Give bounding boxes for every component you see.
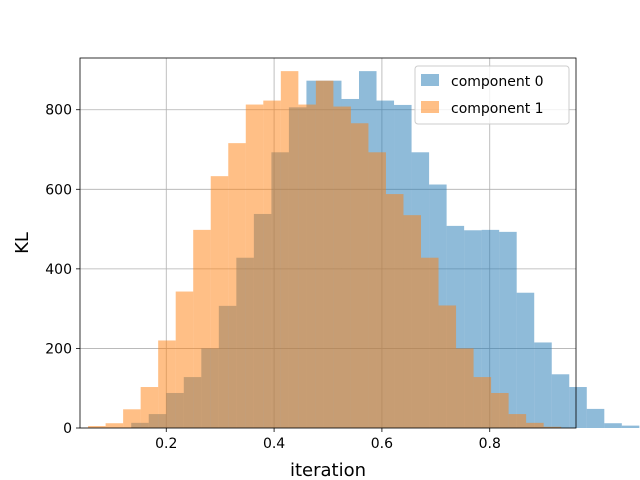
legend: component 0 component 1 xyxy=(414,65,570,125)
x-tick-label: 0.6 xyxy=(371,436,393,452)
legend-label-component-1: component 1 xyxy=(451,101,544,117)
histogram-bar-component-1 xyxy=(385,194,404,428)
histogram-bar-component-1 xyxy=(473,377,492,428)
histogram-bar-component-1 xyxy=(175,291,194,428)
legend-label-component-0: component 0 xyxy=(451,74,544,90)
legend-box xyxy=(414,65,570,125)
histogram-bar-component-0 xyxy=(516,292,535,428)
histogram-bar-component-1 xyxy=(543,426,562,428)
histogram-bar-component-1 xyxy=(438,305,457,428)
histogram-bar-component-1 xyxy=(526,422,544,428)
histogram-bar-component-1 xyxy=(350,123,369,428)
histogram-bar-component-1 xyxy=(245,104,264,428)
histogram-bar-component-1 xyxy=(123,409,141,428)
legend-swatch-component-1 xyxy=(421,101,439,113)
x-tick-label: 0.8 xyxy=(479,436,501,452)
legend-swatch-component-0 xyxy=(421,74,439,86)
histogram-bar-component-1 xyxy=(315,80,334,428)
axis-ticks: 0.2 0.4 0.6 0.8 0 200 400 600 800 xyxy=(45,103,501,452)
histogram-bar-component-1 xyxy=(158,340,176,428)
histogram-bar-component-1 xyxy=(193,229,211,428)
histogram-bar-component-1 xyxy=(491,392,509,428)
y-tick-label: 0 xyxy=(63,421,72,437)
y-axis-label: KL xyxy=(12,232,33,254)
histogram-bar-component-0 xyxy=(534,342,552,428)
x-tick-label: 0.2 xyxy=(155,436,177,452)
histogram-bar-component-1 xyxy=(333,106,351,429)
plot-frame xyxy=(79,57,577,429)
histogram-bar-component-1 xyxy=(403,215,421,428)
histogram-bar-component-0 xyxy=(499,231,517,428)
histogram-bar-component-0 xyxy=(569,387,587,428)
histogram-bar-component-1 xyxy=(105,423,124,428)
histogram-bar-component-1 xyxy=(263,100,281,429)
histogram-bars xyxy=(88,71,640,429)
histogram-bar-component-1 xyxy=(228,143,246,429)
histogram-bar-component-0 xyxy=(551,374,570,428)
histogram-bar-component-1 xyxy=(421,257,439,428)
histogram-bar-component-0 xyxy=(586,408,605,428)
x-axis-label: iteration xyxy=(290,460,366,480)
histogram-bar-component-1 xyxy=(210,176,229,428)
y-tick-label: 800 xyxy=(45,103,72,119)
y-tick-label: 600 xyxy=(45,182,72,198)
y-tick-label: 200 xyxy=(45,341,72,357)
histogram-bar-component-1 xyxy=(88,426,106,428)
histogram-bar-component-1 xyxy=(140,387,159,428)
y-tick-label: 400 xyxy=(45,262,72,278)
histogram-bar-component-1 xyxy=(456,348,474,428)
histogram-bar-component-0 xyxy=(604,423,622,428)
histogram-bar-component-1 xyxy=(508,414,527,428)
histogram-bar-component-1 xyxy=(298,104,316,428)
x-tick-label: 0.4 xyxy=(263,436,285,452)
histogram-bar-component-1 xyxy=(368,152,386,428)
histogram-bar-component-1 xyxy=(280,71,299,429)
histogram-bar-component-0 xyxy=(621,425,640,428)
